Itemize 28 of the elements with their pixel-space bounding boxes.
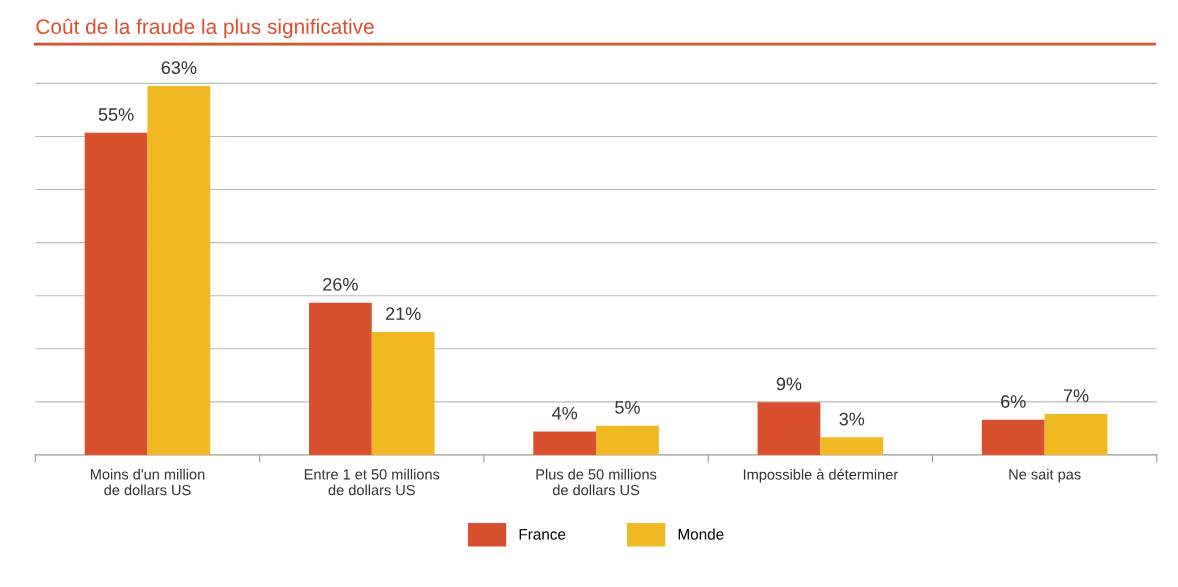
bar — [147, 85, 211, 455]
data-label: 6% — [1001, 395, 1026, 408]
bar — [981, 419, 1045, 455]
data-label: 21% — [386, 307, 421, 320]
data-label: 55% — [98, 108, 134, 121]
legend-label: France — [519, 529, 566, 540]
x-tick-label: Impossible à déterminer — [743, 468, 898, 483]
data-label: 3% — [839, 412, 865, 426]
data-label: 4% — [552, 406, 578, 420]
legend-label: Monde — [678, 528, 724, 540]
data-label: 63% — [161, 61, 197, 75]
x-tick-label: Ne sait pas — [1009, 468, 1081, 483]
bar — [1044, 413, 1108, 455]
data-label: 5% — [615, 401, 640, 414]
x-tick-label: Plus de 50 millions de dollars US — [536, 468, 657, 496]
x-tick-label: Entre 1 et 50 millions de dollars US — [304, 468, 440, 496]
bar — [84, 132, 148, 455]
chart-title: Coût de la fraude la plus significative — [36, 18, 374, 39]
bar — [820, 437, 884, 455]
data-label: 26% — [323, 277, 358, 291]
data-label: 7% — [1063, 389, 1089, 402]
bar — [308, 302, 372, 455]
bar — [533, 431, 597, 455]
x-tick-label: Moins d'un million de dollars US — [90, 468, 205, 496]
bar — [371, 331, 435, 455]
bar — [596, 425, 659, 455]
bar — [757, 402, 821, 455]
data-label: 9% — [776, 377, 802, 391]
